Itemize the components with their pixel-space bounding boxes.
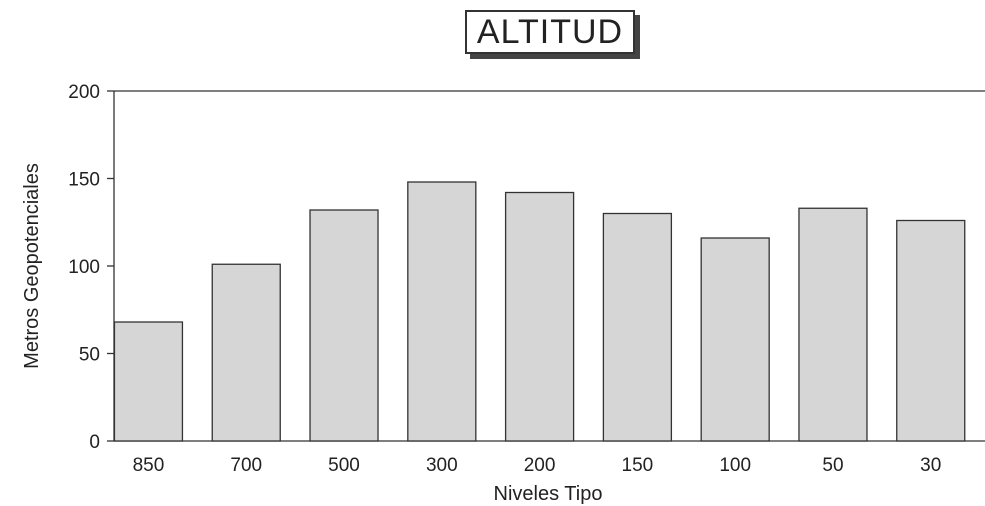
chart-title-box: ALTITUD bbox=[465, 10, 635, 54]
x-tick-label-200: 200 bbox=[524, 455, 556, 476]
x-axis-title: Niveles Tipo bbox=[494, 483, 603, 505]
bars-group bbox=[113, 181, 966, 442]
y-axis-title: Metros Geopotenciales bbox=[21, 163, 43, 369]
x-tick-label-150: 150 bbox=[622, 455, 654, 476]
x-tick-label-50: 50 bbox=[822, 455, 843, 476]
chart-title: ALTITUD bbox=[476, 12, 624, 51]
y-axis-ticks: 0 50 100 150 200 bbox=[68, 82, 114, 453]
y-tick-label: 200 bbox=[68, 82, 100, 103]
bar-500 bbox=[309, 209, 379, 442]
bar-50 bbox=[798, 207, 868, 442]
bar-850 bbox=[113, 321, 184, 442]
y-tick-label: 50 bbox=[79, 345, 100, 366]
x-tick-label-850: 850 bbox=[133, 455, 165, 476]
x-tick-label-100: 100 bbox=[719, 455, 751, 476]
bar-200 bbox=[504, 191, 575, 442]
y-tick-label: 0 bbox=[89, 432, 100, 453]
bar-30 bbox=[896, 219, 966, 442]
bar-700 bbox=[211, 263, 281, 442]
x-tick-label-500: 500 bbox=[328, 455, 360, 476]
x-tick-label-30: 30 bbox=[920, 455, 941, 476]
bar-100 bbox=[700, 237, 770, 442]
y-tick-label: 150 bbox=[68, 170, 100, 191]
bar-150 bbox=[602, 212, 673, 442]
x-tick-label-300: 300 bbox=[426, 455, 458, 476]
bar-300 bbox=[407, 181, 477, 442]
x-tick-label-700: 700 bbox=[230, 455, 262, 476]
x-axis-ticks: 850 700 500 300 200 150 100 50 30 bbox=[133, 455, 942, 476]
y-tick-label: 100 bbox=[68, 257, 100, 278]
